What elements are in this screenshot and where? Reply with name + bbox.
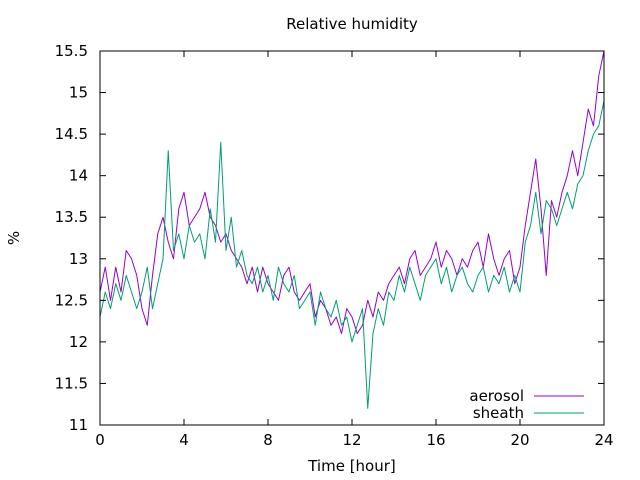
chart-title: Relative humidity — [286, 15, 418, 33]
x-tick-label: 12 — [342, 431, 361, 449]
y-tick-label: 11.5 — [55, 374, 88, 392]
x-tick-label: 4 — [179, 431, 189, 449]
legend-label-sheath: sheath — [473, 404, 524, 422]
x-tick-label: 20 — [510, 431, 529, 449]
y-tick-label: 15 — [69, 84, 88, 102]
y-tick-label: 13 — [69, 250, 88, 268]
x-tick-label: 24 — [594, 431, 613, 449]
y-tick-label: 15.5 — [55, 42, 88, 60]
y-tick-label: 12.5 — [55, 291, 88, 309]
y-tick-label: 13.5 — [55, 208, 88, 226]
y-axis-label: % — [5, 231, 23, 245]
legend-label-aerosol: aerosol — [469, 387, 524, 405]
series-line-sheath — [100, 100, 604, 409]
x-tick-label: 16 — [426, 431, 445, 449]
x-tick-label: 8 — [263, 431, 273, 449]
x-axis-label: Time [hour] — [307, 457, 396, 475]
y-tick-label: 12 — [69, 333, 88, 351]
x-tick-label: 0 — [95, 431, 105, 449]
ticks-layer: 0 4 8 12 16 20 24 11 11.5 12 12.5 13 13.5 14 14.5 15 15.… — [55, 42, 614, 449]
series-line-aerosol — [100, 51, 604, 335]
y-tick-label: 11 — [69, 416, 88, 434]
y-tick-label: 14.5 — [55, 125, 88, 143]
y-tick-label: 14 — [69, 167, 88, 185]
series-layer — [100, 51, 604, 409]
